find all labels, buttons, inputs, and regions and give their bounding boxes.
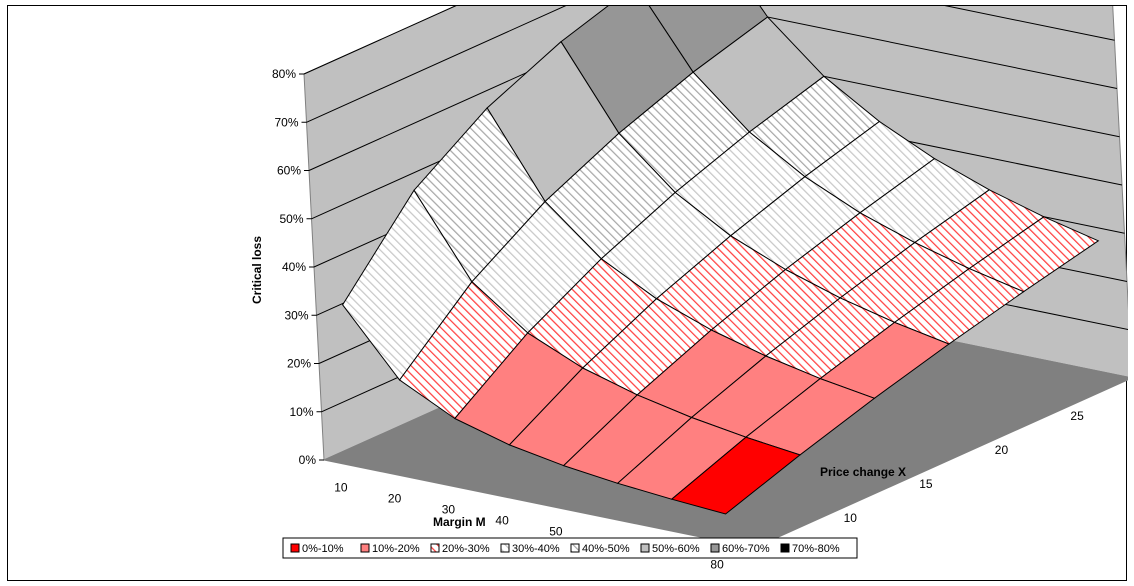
z-tick-label: 70% <box>274 115 298 129</box>
legend-swatch <box>640 543 650 553</box>
z-tick-label: 60% <box>277 164 301 178</box>
legend-label: 20%-30% <box>442 543 490 555</box>
z-tick-label: 20% <box>287 357 311 371</box>
legend-swatch <box>290 543 300 553</box>
legend-label: 60%-70% <box>722 543 770 555</box>
margin-tick-label: 30 <box>442 503 456 517</box>
z-tick-label: 50% <box>279 212 303 226</box>
legend-label: 10%-20% <box>372 543 420 555</box>
legend-box <box>282 537 858 559</box>
legend-swatch <box>570 543 580 553</box>
legend-swatch <box>360 543 370 553</box>
legend-label: 30%-40% <box>512 543 560 555</box>
margin-tick-label: 80 <box>710 558 724 572</box>
price-change-tick-label: 10 <box>844 511 858 525</box>
z-gridline <box>308 6 1118 171</box>
z-tick-label: 10% <box>289 405 313 419</box>
legend-swatch <box>500 543 510 553</box>
x-axis-title: Margin M <box>433 515 486 529</box>
z-tick-label: 0% <box>299 453 317 467</box>
price-change-tick-label: 25 <box>1070 409 1084 423</box>
z-axis-title: Critical loss <box>250 236 264 304</box>
legend-swatch <box>780 543 790 553</box>
legend-label: 0%-10% <box>302 543 344 555</box>
chart-axes: 0%10%20%30%40%50%60%70%80%10203040506070… <box>272 67 1084 572</box>
price-change-tick-label: 15 <box>919 477 933 491</box>
margin-tick-label: 20 <box>388 492 402 506</box>
margin-tick-label: 40 <box>495 514 509 528</box>
z-gridline <box>303 6 457 75</box>
margin-tick-label: 10 <box>334 481 348 495</box>
legend-label: 40%-50% <box>582 543 630 555</box>
legend-swatch <box>710 543 720 553</box>
surface-chart: 0%10%20%30%40%50%60%70%80%10203040506070… <box>250 6 1128 572</box>
legend-label: 70%-80% <box>792 543 840 555</box>
price-change-tick-label: 20 <box>995 443 1009 457</box>
legend-label: 50%-60% <box>652 543 700 555</box>
z-gridline <box>306 6 1115 123</box>
z-tick-label: 30% <box>284 308 308 322</box>
surface-plot <box>341 6 1100 515</box>
y-axis-title: Price change X <box>820 465 906 479</box>
legend-swatch <box>430 543 440 553</box>
margin-tick-label: 50 <box>549 525 563 539</box>
chart-frame: 0%10%20%30%40%50%60%70%80%10203040506070… <box>7 5 1128 581</box>
legend: 0%-10% 10%-20% 20%-30% 30%-40% 40%-50% 50%-60… <box>282 537 858 559</box>
z-tick-label: 40% <box>282 260 306 274</box>
surface-cell <box>670 436 802 515</box>
z-tick-label: 80% <box>272 67 296 81</box>
